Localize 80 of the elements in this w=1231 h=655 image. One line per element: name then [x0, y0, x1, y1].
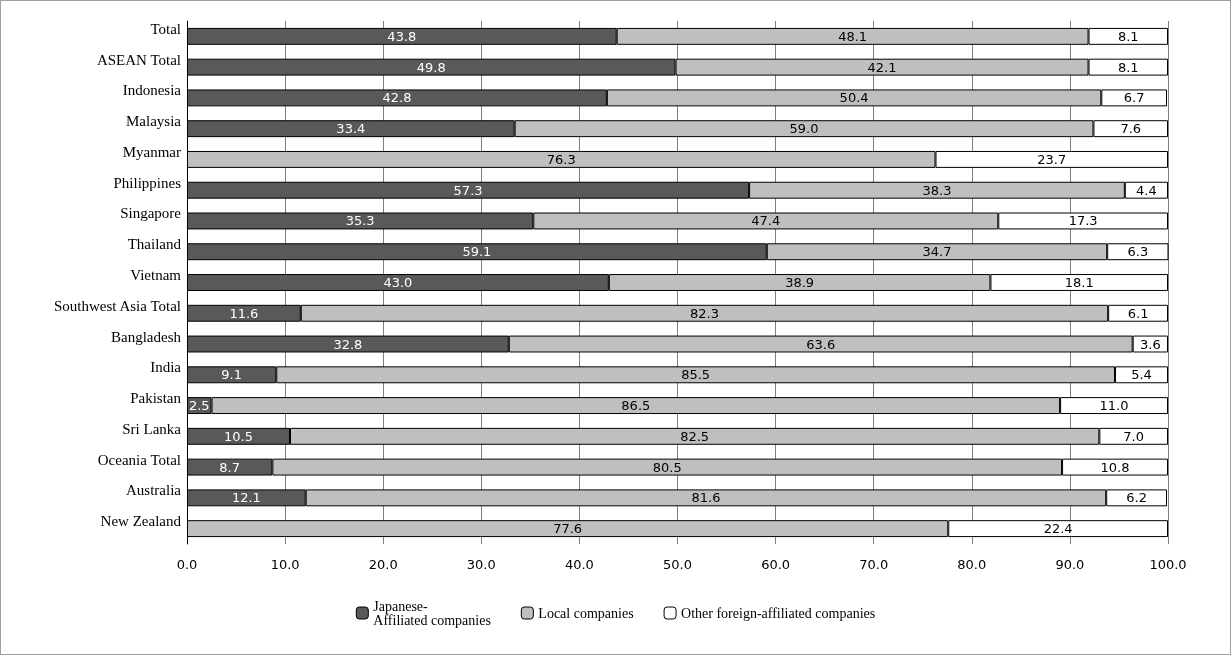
data-label: 76.3 — [546, 151, 576, 167]
data-label: 8.1 — [1117, 28, 1139, 44]
data-label: 22.4 — [1043, 521, 1073, 537]
data-label: 6.7 — [1123, 90, 1145, 106]
data-label: 85.5 — [681, 367, 711, 383]
x-tick-label: 50.0 — [663, 557, 692, 572]
data-label: 63.6 — [806, 336, 836, 352]
data-label: 10.5 — [224, 428, 253, 444]
y-tick-label: Singapore — [120, 205, 182, 222]
data-label: 7.6 — [1120, 121, 1142, 137]
data-label: 35.3 — [345, 213, 375, 229]
legend-label: Local companies — [538, 605, 634, 621]
x-tick-label: 80.0 — [957, 557, 987, 572]
data-label: 38.3 — [922, 182, 952, 198]
data-label: 47.4 — [751, 213, 781, 229]
y-tick-label: Sri Lanka — [122, 420, 182, 437]
y-tick-label: Southwest Asia Total — [53, 297, 181, 314]
y-tick-label: Total — [150, 20, 181, 37]
y-tick-label: ASEAN Total — [96, 51, 181, 68]
data-label: 11.0 — [1099, 398, 1129, 414]
y-tick-label: Indonesia — [122, 82, 182, 99]
data-label: 38.9 — [785, 275, 815, 290]
data-label: 82.5 — [680, 428, 710, 444]
data-label: 42.1 — [867, 59, 897, 75]
y-tick-label: Philippines — [113, 174, 182, 191]
x-tick-label: 20.0 — [368, 557, 398, 572]
data-label: 6.1 — [1127, 305, 1149, 321]
data-label: 23.7 — [1037, 151, 1067, 167]
x-tick-label: 10.0 — [270, 557, 300, 572]
data-label: 34.7 — [922, 244, 952, 260]
x-tick-label: 60.0 — [761, 557, 791, 572]
x-tick-label: 30.0 — [466, 557, 496, 572]
data-label: 50.4 — [839, 90, 869, 106]
data-label: 43.8 — [387, 28, 417, 44]
x-tick-label: 40.0 — [564, 557, 594, 572]
x-tick-label: 0.0 — [176, 557, 198, 572]
data-label: 42.8 — [382, 90, 412, 106]
legend-label: Japanese- Affiliated companies — [373, 598, 491, 628]
data-label: 18.1 — [1064, 275, 1094, 290]
data-label: 4.4 — [1136, 182, 1157, 198]
y-tick-label: Pakistan — [130, 390, 182, 407]
data-label: 49.8 — [416, 59, 446, 75]
y-tick-label: Australia — [126, 482, 182, 499]
data-label: 12.1 — [231, 490, 261, 506]
data-label: 11.6 — [229, 305, 259, 321]
data-label: 86.5 — [621, 398, 651, 414]
data-label: 43.0 — [383, 275, 413, 290]
x-tick-label: 90.0 — [1055, 557, 1085, 572]
data-label: 81.6 — [691, 490, 721, 506]
data-label: 3.6 — [1140, 336, 1161, 352]
y-tick-label: Malaysia — [126, 113, 182, 130]
data-label: 59.0 — [789, 121, 819, 137]
x-tick-label: 70.0 — [859, 557, 889, 572]
x-tick-label: 100.0 — [1149, 557, 1187, 572]
y-tick-label: Oceania Total — [97, 451, 181, 468]
data-label: 77.6 — [553, 521, 583, 537]
y-tick-label: India — [150, 359, 182, 376]
data-label: 48.1 — [838, 28, 868, 44]
data-label: 2.5 — [188, 398, 210, 414]
y-tick-label: New Zealand — [100, 513, 182, 530]
data-label: 8.7 — [219, 459, 241, 475]
y-tick-label: Bangladesh — [111, 328, 182, 345]
data-label: 7.0 — [1123, 428, 1145, 444]
data-label: 8.1 — [1117, 59, 1139, 75]
data-label: 57.3 — [453, 182, 483, 198]
data-label: 32.8 — [333, 336, 363, 352]
data-label: 9.1 — [221, 367, 242, 383]
data-label: 5.4 — [1131, 367, 1152, 383]
data-label: 10.8 — [1100, 459, 1130, 475]
data-label: 6.3 — [1127, 244, 1149, 260]
data-label: 33.4 — [336, 121, 366, 137]
data-label: 17.3 — [1068, 213, 1098, 229]
data-label: 6.2 — [1126, 490, 1147, 506]
data-label: 82.3 — [690, 305, 719, 321]
y-tick-label: Myanmar — [122, 143, 181, 160]
legend-label: Other foreign-affiliated companies — [681, 605, 876, 621]
data-label: 59.1 — [462, 244, 492, 260]
y-tick-label: Vietnam — [130, 267, 182, 283]
data-label: 80.5 — [652, 459, 682, 475]
y-tick-label: Thailand — [127, 236, 182, 253]
